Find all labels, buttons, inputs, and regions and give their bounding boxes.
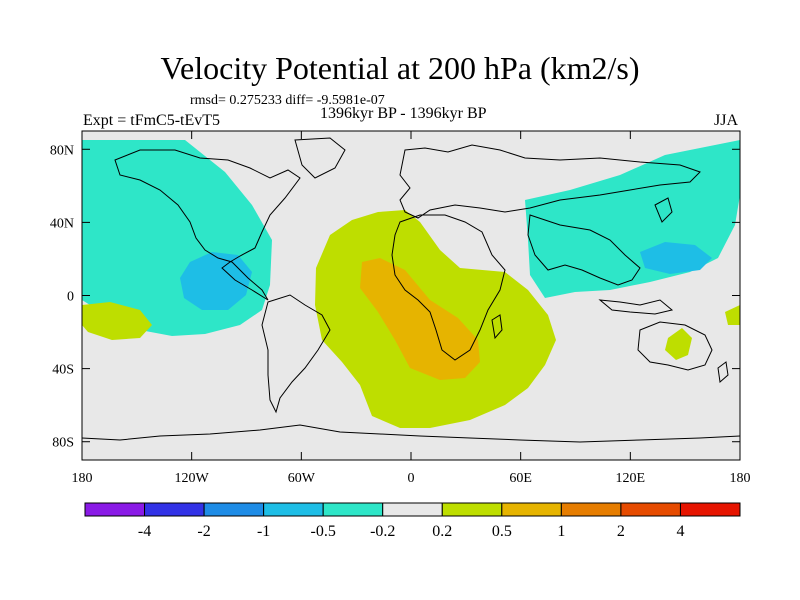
coastline-new-zealand bbox=[717, 361, 729, 383]
coastline-asia bbox=[527, 214, 641, 286]
x-tick-label: 180 bbox=[72, 471, 93, 486]
colorbar-swatch bbox=[322, 502, 384, 517]
colorbar-swatch bbox=[620, 502, 681, 517]
coastline-australia bbox=[637, 321, 713, 371]
colorbar-swatch bbox=[679, 502, 741, 517]
colorbar-label: 1 bbox=[557, 523, 565, 540]
coastline-africa bbox=[391, 214, 506, 361]
y-tick-label: 80S bbox=[52, 436, 74, 451]
experiment-label: Expt = tFmC5-tEvT5 bbox=[83, 112, 221, 129]
coastline-north-america bbox=[114, 149, 301, 301]
colorbar: -4 -2 -1 -0.5 -0.2 0.2 0.5 1 2 4 bbox=[84, 502, 741, 540]
coastlines bbox=[82, 137, 740, 443]
contour-region-positive-east-edge bbox=[725, 305, 740, 325]
colorbar-label: 0.2 bbox=[432, 523, 452, 540]
colorbar-swatch bbox=[560, 502, 622, 517]
x-tick-label: 60E bbox=[509, 471, 532, 486]
contour-region-positive-australia bbox=[665, 328, 692, 360]
season-label: JJA bbox=[714, 112, 739, 129]
period-label: 1396kyr BP - 1396kyr BP bbox=[320, 105, 487, 122]
map-fill bbox=[82, 131, 740, 460]
coastline-greenland bbox=[294, 137, 346, 179]
colorbar-swatch bbox=[441, 502, 503, 517]
y-tick-label: 40N bbox=[50, 216, 74, 231]
colorbar-label: -1 bbox=[257, 523, 270, 540]
stats-label: rmsd= 0.275233 diff= -9.5981e-07 bbox=[190, 93, 385, 108]
x-axis: 180 120W 60W 0 60E 120E 180 bbox=[72, 131, 751, 486]
colorbar-swatch bbox=[263, 502, 324, 517]
x-tick-label: 180 bbox=[730, 471, 751, 486]
coastline-antarctica bbox=[82, 424, 740, 443]
colorbar-label: 4 bbox=[676, 523, 684, 540]
x-tick-label: 120E bbox=[616, 471, 646, 486]
contour-region-positive-strong bbox=[360, 258, 480, 380]
y-tick-label: 80N bbox=[50, 143, 74, 158]
colorbar-swatch bbox=[501, 502, 562, 517]
x-tick-label: 120W bbox=[175, 471, 210, 486]
colorbar-label: 2 bbox=[617, 523, 625, 540]
x-tick-label: 0 bbox=[408, 471, 415, 486]
coastline-south-america bbox=[261, 294, 331, 414]
coastline-madagascar bbox=[491, 314, 503, 340]
colorbar-label: 0.5 bbox=[492, 523, 512, 540]
contour-region-positive-east-pacific bbox=[82, 302, 152, 340]
y-tick-label: 40S bbox=[52, 363, 74, 378]
coastline-indonesia bbox=[598, 299, 674, 315]
colorbar-swatch bbox=[144, 502, 205, 517]
coastline-japan bbox=[654, 197, 673, 223]
plot-title: Velocity Potential at 200 hPa (km2/s) bbox=[160, 50, 640, 86]
y-tick-label: 0 bbox=[67, 290, 74, 305]
colorbar-label: -2 bbox=[197, 523, 210, 540]
colorbar-label: -4 bbox=[138, 523, 151, 540]
colorbar-swatch bbox=[84, 502, 146, 517]
colorbar-swatch bbox=[203, 502, 265, 517]
colorbar-swatch bbox=[382, 502, 443, 517]
contour-region-negative-strong-asia bbox=[640, 242, 712, 274]
contour-region-negative-strong-america bbox=[180, 252, 252, 310]
coastline-europe bbox=[399, 144, 701, 219]
x-tick-label: 60W bbox=[288, 471, 316, 486]
y-axis: 80N 40N 0 40S 80S bbox=[50, 143, 740, 451]
colorbar-label: -0.2 bbox=[370, 523, 395, 540]
colorbar-label: -0.5 bbox=[311, 523, 336, 540]
